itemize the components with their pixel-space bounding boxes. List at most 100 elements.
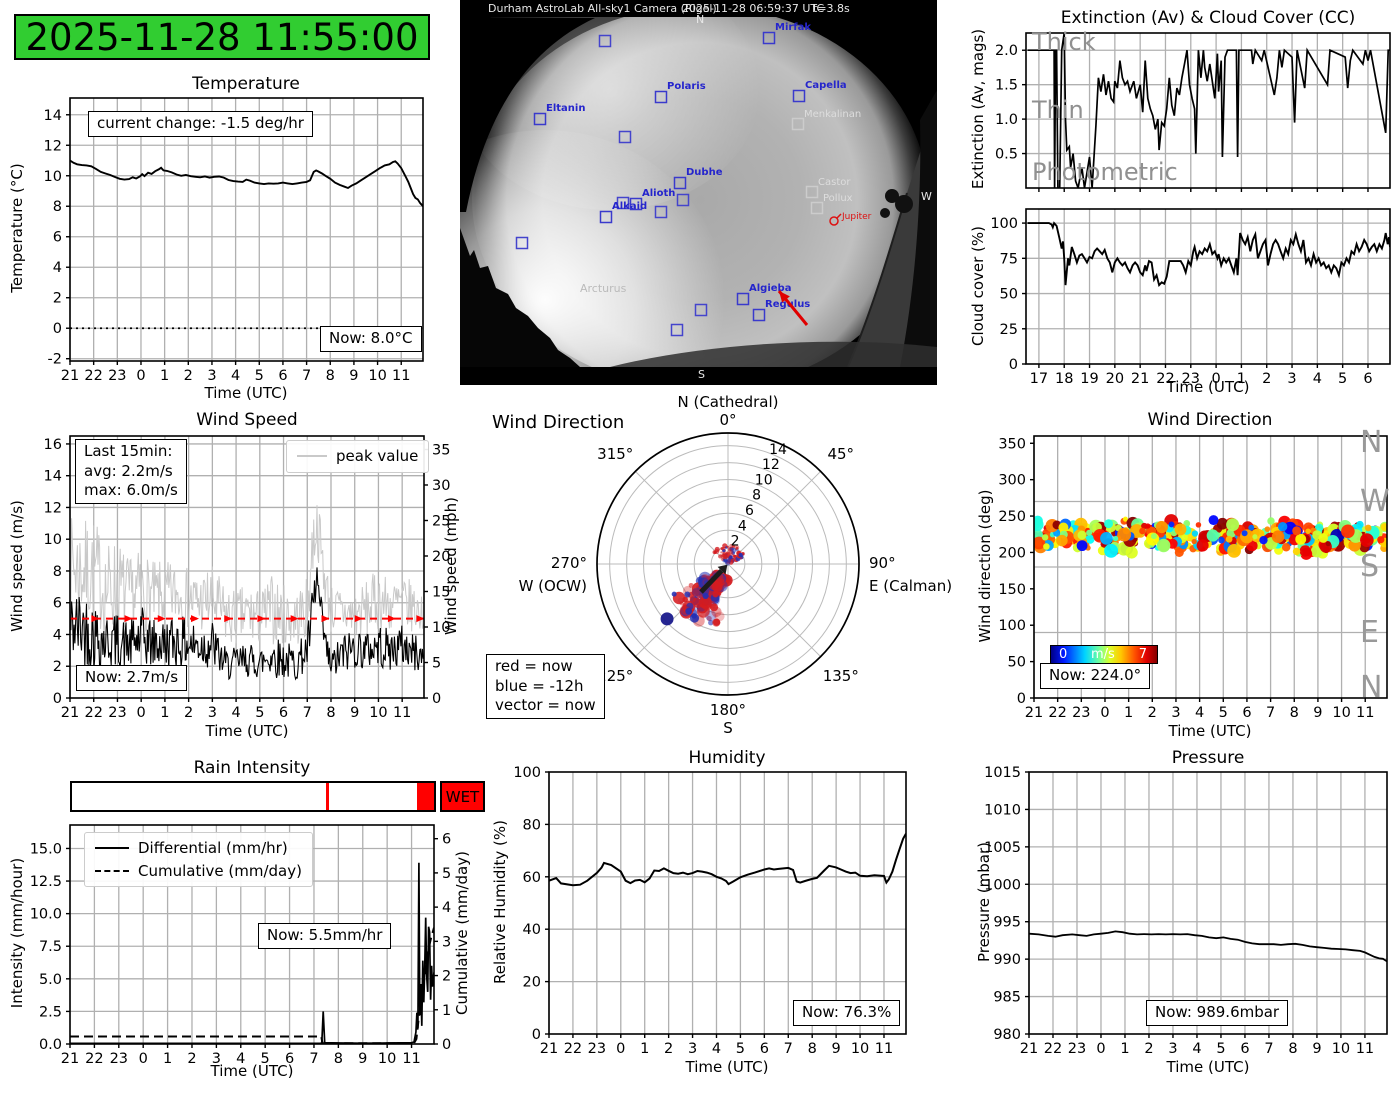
svg-text:6: 6 (442, 832, 451, 848)
svg-text:6: 6 (1242, 705, 1251, 721)
svg-text:80: 80 (523, 817, 541, 833)
temperature-plot-area (70, 159, 423, 330)
svg-text:3: 3 (442, 934, 451, 950)
svg-text:25: 25 (1000, 322, 1018, 338)
cloudcover-xlabel: Time (UTC) (1166, 378, 1250, 396)
svg-text:3: 3 (1168, 1041, 1177, 1057)
svg-text:19: 19 (1080, 371, 1098, 387)
star-marker-square (654, 205, 668, 219)
svg-text:5: 5 (1338, 371, 1347, 387)
svg-text:12.5: 12.5 (30, 874, 62, 890)
svg-text:1: 1 (160, 368, 169, 384)
svg-text:21: 21 (61, 368, 79, 384)
svg-text:22: 22 (564, 1041, 582, 1057)
svg-text:35: 35 (432, 442, 450, 458)
svg-text:315°: 315° (597, 445, 633, 463)
humidity-title: Humidity (688, 748, 766, 768)
svg-text:Dubhe: Dubhe (686, 167, 723, 178)
temperature-ylabel: Temperature (°C) (8, 163, 26, 293)
svg-text:2: 2 (731, 534, 740, 550)
svg-text:10: 10 (368, 368, 386, 384)
svg-text:1015: 1015 (984, 765, 1021, 781)
svg-text:9: 9 (349, 368, 358, 384)
svg-text:6: 6 (278, 368, 287, 384)
svg-text:2: 2 (187, 1051, 196, 1067)
svg-text:1: 1 (1237, 371, 1246, 387)
svg-text:4: 4 (712, 1041, 721, 1057)
svg-text:10: 10 (369, 705, 387, 721)
svg-text:10: 10 (44, 169, 62, 185)
svg-text:23: 23 (108, 705, 126, 721)
svg-text:5: 5 (1219, 705, 1228, 721)
svg-text:1: 1 (640, 1041, 649, 1057)
cloudcover-ylabel: Cloud cover (%) (969, 225, 987, 347)
colorbar-unit: m/s (1091, 647, 1115, 662)
svg-text:980: 980 (993, 1027, 1021, 1043)
svg-text:-2: -2 (48, 352, 62, 368)
svg-text:23: 23 (108, 368, 126, 384)
svg-text:3: 3 (207, 368, 216, 384)
svg-text:9: 9 (350, 705, 359, 721)
svg-text:21: 21 (1131, 371, 1149, 387)
svg-text:10: 10 (1332, 705, 1350, 721)
rain-legend-cumulative: Cumulative (mm/day) (138, 861, 302, 880)
humidity-ylabel: Relative Humidity (%) (491, 820, 509, 984)
temperature-title: Temperature (192, 74, 300, 94)
winddir-compass-letter: S (1360, 549, 1380, 584)
svg-text:23: 23 (110, 1051, 128, 1067)
svg-text:5: 5 (255, 705, 264, 721)
svg-text:W (OCW): W (OCW) (519, 577, 587, 595)
rain-bar-red-line (326, 783, 330, 810)
svg-text:2: 2 (664, 1041, 673, 1057)
temperature-change-annotation: current change: -1.5 deg/hr (88, 111, 313, 137)
windspeed-ylabel: Wind speed (m/s) (8, 500, 26, 632)
svg-text:1: 1 (442, 1003, 451, 1019)
svg-text:0: 0 (137, 705, 146, 721)
windspeed-colorbar: 0 m/s 7 (1050, 645, 1158, 664)
svg-text:0.5: 0.5 (995, 147, 1018, 163)
star-marker-square (805, 185, 819, 199)
svg-text:10: 10 (851, 1041, 869, 1057)
svg-text:40: 40 (523, 922, 541, 938)
colorbar-max: 7 (1138, 647, 1147, 662)
svg-text:4: 4 (236, 1051, 245, 1067)
pressure-xlabel: Time (UTC) (1166, 1058, 1250, 1076)
svg-text:10: 10 (378, 1051, 396, 1067)
svg-text:270°: 270° (551, 554, 587, 572)
svg-text:995: 995 (993, 915, 1021, 931)
svg-text:S: S (723, 719, 733, 737)
pressure-panel: 21 22 23 0 1 2 3 4 5 6 7 8 9 10 1198098599099510001005… (984, 765, 1388, 1057)
winddir-time-ylabel: Wind direction (deg) (976, 489, 994, 643)
svg-text:22: 22 (1156, 371, 1174, 387)
svg-text:3: 3 (212, 1051, 221, 1067)
allsky-title: Durham AstroLab All-sky1 Camera (Rigel) (488, 2, 717, 15)
winddir-compass-letter: E (1360, 614, 1379, 650)
svg-text:23: 23 (1068, 1041, 1086, 1057)
extinction-plot-area (1027, 33, 1390, 188)
allsky-camera-image: Mirfak Polaris Eltanin Capella Dubhe Alioth Al… (365, 0, 937, 470)
svg-text:Polaris: Polaris (667, 81, 706, 92)
svg-text:22: 22 (85, 1051, 103, 1067)
svg-text:8: 8 (326, 368, 335, 384)
svg-text:985: 985 (993, 990, 1021, 1006)
star-marker-square (762, 31, 776, 45)
svg-text:1: 1 (1120, 1041, 1129, 1057)
svg-text:Arcturus: Arcturus (580, 282, 627, 295)
star-marker-square (736, 292, 750, 306)
svg-text:Mirfak: Mirfak (775, 22, 811, 33)
svg-text:7.5: 7.5 (39, 939, 62, 955)
windspeed-plot-area (70, 505, 424, 681)
wet-indicator: WET (440, 781, 485, 812)
svg-text:1.5: 1.5 (995, 78, 1018, 94)
svg-text:6: 6 (279, 705, 288, 721)
svg-text:45°: 45° (827, 445, 854, 463)
svg-text:17: 17 (1030, 371, 1048, 387)
winddir-time-panel: 21 22 23 0 1 2 3 4 5 6 7 8 9 10 1105010015020025030035… (998, 435, 1388, 721)
winddir-time-xlabel: Time (UTC) (1168, 722, 1252, 740)
svg-text:350: 350 (998, 436, 1026, 452)
svg-text:3: 3 (208, 705, 217, 721)
svg-text:1.0: 1.0 (995, 112, 1018, 128)
zone-label-thick: Thick (1032, 28, 1096, 56)
allsky-compass-west: W (921, 190, 932, 203)
svg-text:50: 50 (1008, 655, 1026, 671)
